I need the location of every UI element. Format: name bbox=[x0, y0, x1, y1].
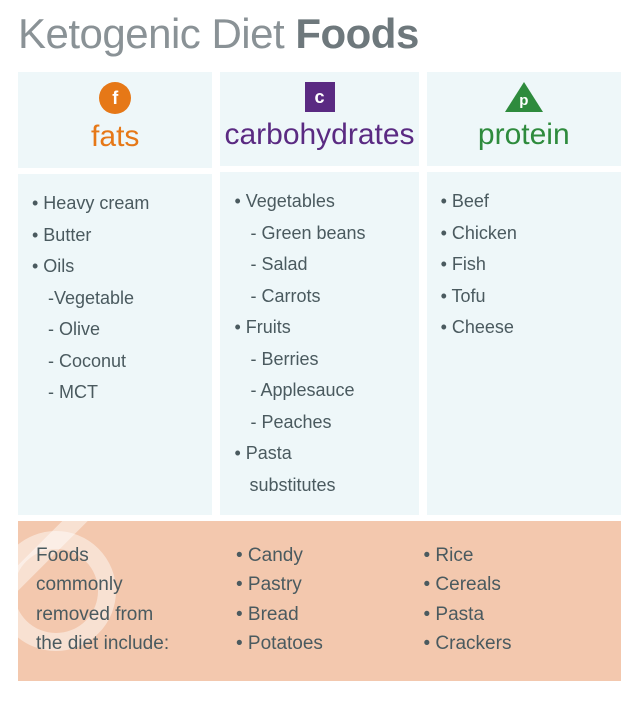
carbs-list: • Vegetables- Green beans- Salad- Carrot… bbox=[220, 172, 418, 515]
list-item: - Coconut bbox=[32, 346, 198, 378]
list-item: -Vegetable bbox=[32, 283, 198, 315]
column-carbs: c carbohydrates • Vegetables- Green bean… bbox=[220, 72, 418, 515]
page-title: Ketogenic Diet Foods bbox=[18, 10, 621, 58]
list-item: • Oils bbox=[32, 251, 198, 283]
removed-item: • Pasta bbox=[424, 600, 604, 629]
removed-lead-text: Foodscommonlyremoved fromthe diet includ… bbox=[36, 541, 228, 659]
list-item: • Heavy cream bbox=[32, 188, 198, 220]
list-item: - Applesauce bbox=[234, 375, 404, 407]
removed-col-2: • Rice• Cereals• Pasta• Crackers bbox=[424, 541, 604, 659]
title-prefix: Ketogenic Diet bbox=[18, 10, 295, 57]
removed-lead-line: Foods bbox=[36, 541, 228, 570]
list-item: • Cheese bbox=[441, 312, 607, 344]
list-item: - Berries bbox=[234, 344, 404, 376]
protein-icon-letter: p bbox=[518, 92, 530, 109]
removed-item: • Rice bbox=[424, 541, 604, 570]
removed-lead-line: commonly bbox=[36, 570, 228, 599]
carbs-label: carbohydrates bbox=[224, 118, 414, 152]
fats-label: fats bbox=[22, 120, 208, 154]
list-item: - Peaches bbox=[234, 407, 404, 439]
list-item: • Butter bbox=[32, 220, 198, 252]
protein-label: protein bbox=[431, 118, 617, 152]
removed-item: • Bread bbox=[236, 600, 416, 629]
removed-lead-line: the diet include: bbox=[36, 629, 228, 658]
protein-list: • Beef• Chicken• Fish• Tofu• Cheese bbox=[427, 172, 621, 515]
list-item: - Salad bbox=[234, 249, 404, 281]
removed-item: • Crackers bbox=[424, 629, 604, 658]
column-fats: f fats • Heavy cream• Butter• Oils-Veget… bbox=[18, 72, 212, 515]
column-fats-header: f fats bbox=[18, 72, 212, 168]
carbs-icon: c bbox=[305, 82, 335, 112]
title-bold: Foods bbox=[295, 10, 418, 57]
column-carbs-header: c carbohydrates bbox=[220, 72, 418, 166]
list-item: - Green beans bbox=[234, 218, 404, 250]
removed-lead-line: removed from bbox=[36, 600, 228, 629]
protein-icon: p bbox=[505, 82, 543, 112]
list-item: • Pasta bbox=[234, 438, 404, 470]
column-protein-header: p protein bbox=[427, 72, 621, 166]
column-protein: p protein • Beef• Chicken• Fish• Tofu• C… bbox=[427, 72, 621, 515]
list-item: substitutes bbox=[234, 470, 404, 502]
list-item: • Fruits bbox=[234, 312, 404, 344]
category-columns: f fats • Heavy cream• Butter• Oils-Veget… bbox=[18, 72, 621, 515]
list-item: - Carrots bbox=[234, 281, 404, 313]
list-item: • Tofu bbox=[441, 281, 607, 313]
removed-col-1: • Candy• Pastry• Bread• Potatoes bbox=[236, 541, 416, 659]
fats-icon: f bbox=[99, 82, 131, 114]
removed-foods-panel: Foodscommonlyremoved fromthe diet includ… bbox=[18, 521, 621, 681]
removed-item: • Pastry bbox=[236, 570, 416, 599]
list-item: - MCT bbox=[32, 377, 198, 409]
list-item: • Vegetables bbox=[234, 186, 404, 218]
list-item: - Olive bbox=[32, 314, 198, 346]
list-item: • Chicken bbox=[441, 218, 607, 250]
fats-list: • Heavy cream• Butter• Oils-Vegetable- O… bbox=[18, 174, 212, 515]
list-item: • Fish bbox=[441, 249, 607, 281]
removed-item: • Candy bbox=[236, 541, 416, 570]
removed-item: • Potatoes bbox=[236, 629, 416, 658]
list-item: • Beef bbox=[441, 186, 607, 218]
removed-item: • Cereals bbox=[424, 570, 604, 599]
